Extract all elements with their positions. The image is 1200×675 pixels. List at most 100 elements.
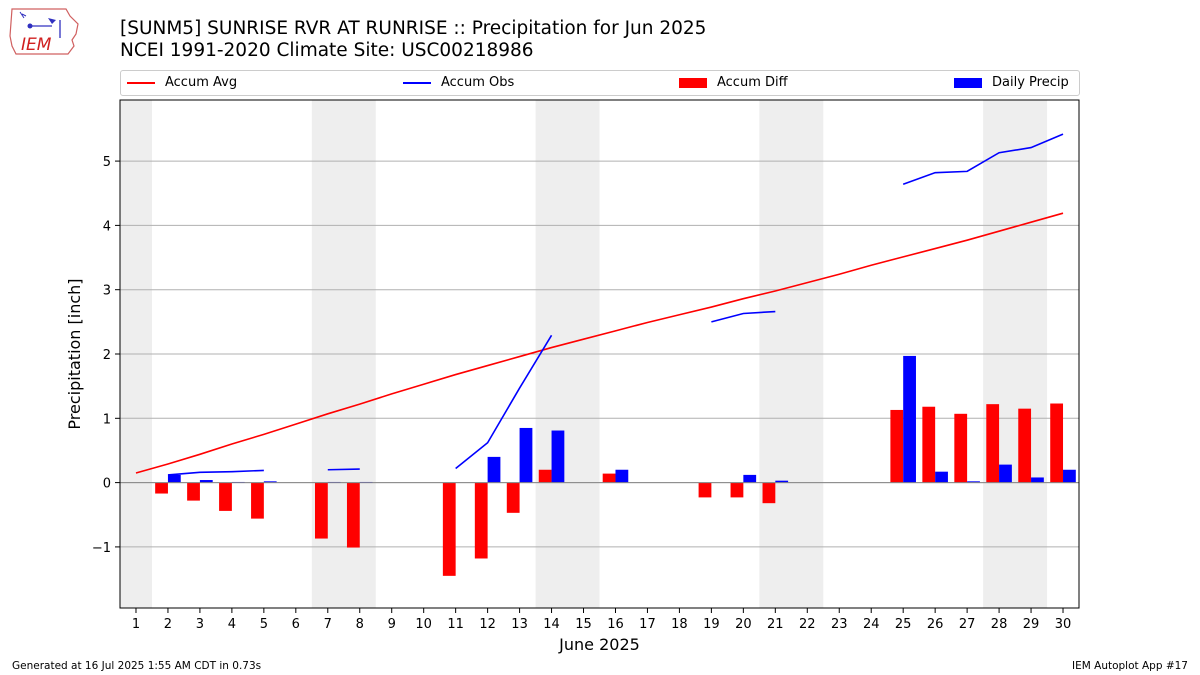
x-tick-label: 8 (356, 617, 364, 632)
y-tick-label: 1 (103, 412, 111, 427)
accum-obs-line-segment-2 (455, 334, 553, 470)
daily-bar-day-30 (1063, 469, 1076, 483)
x-tick-label: 23 (831, 617, 848, 632)
legend-item-accum-obs: Accum Obs (403, 75, 514, 90)
x-tick-label: 16 (607, 617, 624, 632)
legend-label-accum-diff: Accum Diff (717, 75, 788, 90)
daily-bar-day-27 (967, 481, 980, 483)
accum-obs-line-segment-4 (902, 133, 1064, 185)
x-tick-label: 24 (863, 617, 880, 632)
diff-bar-day-11 (442, 482, 456, 576)
generated-timestamp: Generated at 16 Jul 2025 1:55 AM CDT in … (12, 660, 262, 672)
accum-avg-line (135, 212, 1064, 474)
daily-bar-day-14 (551, 430, 565, 483)
y-tick-label: 4 (103, 219, 111, 234)
daily-bar-day-13 (519, 427, 533, 483)
legend-label-accum-avg: Accum Avg (165, 75, 238, 90)
diff-bar-day-13 (506, 482, 520, 513)
iem-logo: IEM (8, 6, 80, 58)
y-tick-label: −1 (92, 541, 111, 556)
x-tick-label: 12 (479, 617, 496, 632)
gridlines (120, 160, 1079, 548)
x-tick-label: 27 (959, 617, 976, 632)
daily-bar-day-2 (167, 474, 181, 483)
app-credit: IEM Autoplot App #17 (1072, 660, 1188, 672)
diff-bar-day-25 (890, 409, 904, 483)
x-tick-label: 11 (447, 617, 464, 632)
x-tick-label: 4 (228, 617, 236, 632)
x-tick-label: 6 (292, 617, 300, 632)
legend-item-daily-precip: Daily Precip (954, 75, 1069, 90)
x-tick-label: 13 (511, 617, 528, 632)
x-axis-label: June 2025 (558, 635, 640, 654)
x-tick-label: 26 (927, 617, 944, 632)
diff-bar-day-5 (251, 482, 264, 519)
x-tick-label: 9 (388, 617, 396, 632)
x-tick-label: 1 (132, 617, 140, 632)
daily-bar-day-5 (263, 481, 277, 483)
legend-swatch-accum-diff (679, 77, 707, 88)
y-axis-label: Precipitation [inch] (65, 278, 84, 429)
diff-bar-day-3 (187, 482, 200, 501)
diff-bar-day-7 (314, 482, 328, 539)
diff-bar-day-16 (602, 473, 616, 483)
x-tick-label: 17 (639, 617, 656, 632)
daily-bar-day-20 (743, 474, 757, 483)
diff-bar-day-4 (219, 482, 232, 511)
y-tick-label: 0 (103, 477, 111, 492)
legend-item-accum-diff: Accum Diff (679, 75, 788, 90)
x-tick-label: 3 (196, 617, 204, 632)
legend-swatch-daily-precip (954, 77, 982, 88)
diff-bar-day-2 (155, 482, 168, 494)
daily-bar-day-26 (935, 471, 948, 483)
x-tick-label: 20 (735, 617, 752, 632)
chart-subtitle: NCEI 1991-2020 Climate Site: USC00218986 (120, 40, 534, 61)
x-tick-label: 10 (415, 617, 432, 632)
x-tick-label: 25 (895, 617, 912, 632)
legend-item-accum-avg: Accum Avg (127, 75, 237, 90)
x-tick-label: 2 (164, 617, 172, 632)
x-tick-label: 14 (543, 617, 560, 632)
x-tick-label: 7 (324, 617, 332, 632)
daily-bar-day-29 (1031, 477, 1044, 483)
x-tick-label: 30 (1055, 617, 1072, 632)
x-tick-label: 29 (1023, 617, 1040, 632)
y-tick-label: 5 (103, 155, 111, 170)
chart-title: [SUNM5] SUNRISE RVR AT RUNRISE :: Precip… (120, 18, 707, 39)
daily-bar-day-28 (999, 464, 1012, 483)
y-axis-ticks: −1 0 1 2 3 4 5 (92, 155, 120, 556)
diff-bar-day-8 (346, 482, 360, 548)
y-tick-label: 3 (103, 284, 111, 299)
daily-bar-day-21 (775, 480, 789, 483)
x-tick-label: 21 (767, 617, 784, 632)
x-tick-label: 18 (671, 617, 688, 632)
accum-obs-line-segment-0 (167, 469, 264, 476)
x-tick-label: 22 (799, 617, 816, 632)
daily-precip-bars (167, 355, 1076, 483)
y-tick-label: 2 (103, 348, 111, 363)
accum-obs-line-segment-1 (327, 468, 360, 471)
diff-bar-day-29 (1018, 408, 1032, 483)
diff-bar-day-27 (954, 413, 968, 483)
daily-bar-day-3 (199, 480, 213, 483)
accum-lines (135, 133, 1064, 476)
legend-swatch-accum-obs (403, 81, 431, 84)
diff-bar-day-20 (730, 482, 744, 498)
legend: Accum Avg Accum Obs Accum Diff Daily Pre… (120, 70, 1080, 96)
legend-label-daily-precip: Daily Precip (992, 75, 1069, 90)
diff-bar-day-12 (474, 482, 488, 559)
x-tick-label: 15 (575, 617, 592, 632)
diff-bar-day-21 (762, 482, 776, 504)
x-tick-label: 19 (703, 617, 720, 632)
legend-swatch-accum-avg (127, 81, 155, 84)
x-axis-ticks: 1 2 3 4 5 6 7 8 9 10 11 12 13 14 15 16 17 18 19 20 21 22 23 24 2… (132, 608, 1071, 632)
legend-label-accum-obs: Accum Obs (441, 75, 515, 90)
accum-diff-bars (155, 403, 1064, 576)
diff-bar-day-19 (698, 482, 712, 498)
diff-bar-day-26 (922, 406, 936, 483)
accum-obs-line-segment-3 (711, 310, 776, 323)
logo-text: IEM (21, 35, 52, 55)
diff-bar-day-28 (986, 404, 1000, 483)
x-tick-label: 28 (991, 617, 1008, 632)
